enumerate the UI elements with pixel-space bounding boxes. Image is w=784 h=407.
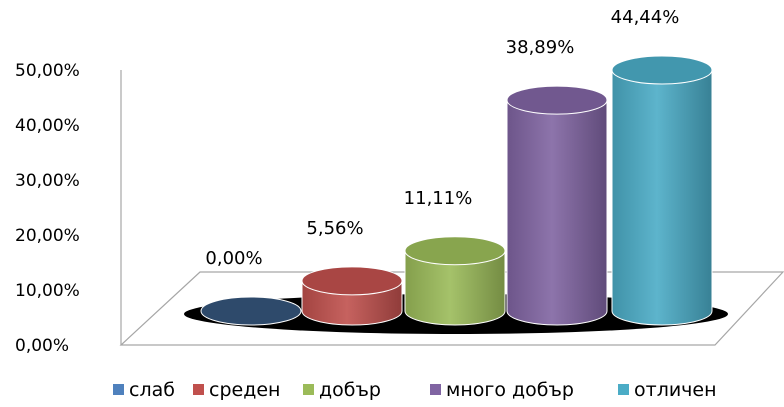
legend-label: слаб	[129, 379, 175, 401]
legend-item: добър	[303, 379, 381, 401]
bar-4	[611, 55, 713, 326]
legend-label: добър	[319, 379, 381, 401]
bar-3	[506, 85, 608, 326]
legend-label: отличен	[634, 379, 717, 401]
y-tick-label: 40,00%	[15, 116, 80, 136]
data-labels: 0,00% 5,56% 11,11% 38,89% 44,44%	[205, 7, 679, 269]
legend-swatch	[430, 384, 441, 395]
legend-item: среден	[193, 379, 280, 401]
data-label: 0,00%	[205, 248, 262, 269]
bar-2	[404, 236, 506, 326]
legend-swatch	[303, 384, 314, 395]
legend-label: среден	[209, 379, 280, 401]
data-label: 44,44%	[611, 7, 680, 28]
bar-top	[404, 236, 506, 266]
data-label: 38,89%	[506, 37, 575, 58]
y-tick-label: 20,00%	[15, 226, 80, 246]
legend-swatch	[193, 384, 204, 395]
legend-item: слаб	[113, 379, 175, 401]
bar-body	[611, 69, 713, 326]
legend-swatch	[618, 384, 629, 395]
legend-item: много добър	[430, 379, 574, 401]
data-label: 11,11%	[404, 188, 473, 209]
legend-swatch	[113, 384, 124, 395]
y-tick-label: 30,00%	[15, 171, 80, 191]
y-tick-label: 0,00%	[15, 336, 69, 356]
y-tick-label: 50,00%	[15, 61, 80, 81]
bar-1	[301, 266, 403, 326]
y-tick-label: 10,00%	[15, 281, 80, 301]
legend: слаб среден добър много добър отличен	[113, 379, 717, 401]
bar-top	[301, 266, 403, 296]
floor-plane	[119, 271, 784, 346]
bar-top	[611, 55, 713, 85]
bar-body	[404, 250, 506, 326]
bar-top	[506, 85, 608, 115]
y-axis: 0,00% 10,00% 20,00% 30,00% 40,00% 50,00%	[15, 61, 122, 356]
bar-top	[200, 296, 302, 326]
legend-label: много добър	[446, 379, 574, 401]
legend-item: отличен	[618, 379, 717, 401]
bar-body	[506, 99, 608, 326]
bar-0	[200, 296, 302, 326]
data-label: 5,56%	[306, 218, 363, 239]
bars	[200, 55, 713, 326]
